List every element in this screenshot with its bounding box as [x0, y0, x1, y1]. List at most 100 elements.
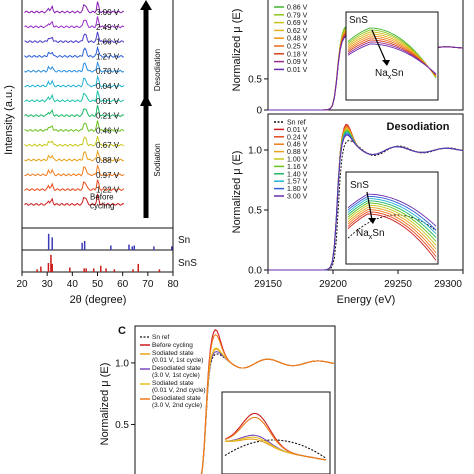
panel-b-top-inset [345, 11, 439, 101]
xrd-trace-0-70-v [24, 60, 125, 73]
x-tick-label: 50 [92, 279, 104, 290]
legend-label-sod2-a: Sodiated state [152, 380, 194, 387]
y-tick-label: 0.5 [248, 206, 262, 217]
inset-top-sns-label: SnS [349, 15, 368, 26]
legend-label-0-79-v: 0.79 V [287, 12, 308, 19]
voltage-label-0-88-v: 0.88 V [96, 156, 120, 165]
legend-label-before: Before cycling [152, 342, 193, 349]
xrd-trace-0-21-v [24, 104, 125, 118]
panel-b-bottom-frame [267, 113, 464, 271]
inset-bottom-curve-0-46-v [347, 209, 437, 254]
panel-c-curves [200, 329, 334, 474]
inset-bottom-curve-3-00-v [347, 193, 437, 227]
y-tick-label: 1.0 [115, 358, 129, 369]
voltage-label-0-01-v: 0.01 V [96, 97, 120, 106]
inset-top-curve-0-01-v [347, 43, 437, 75]
legend-label-1-40-v: 1.40 V [287, 171, 308, 178]
sns-reference-frame [21, 249, 174, 273]
legend-label-0-09-v: 0.09 V [287, 59, 308, 66]
x-tick-label: 20 [16, 279, 28, 290]
inset-top-arrow-head [382, 60, 390, 66]
panel-c-frame [134, 325, 336, 474]
legend-label-0-46-v: 0.46 V [287, 142, 308, 149]
inset-bottom-curve-1-16-v [347, 202, 437, 242]
voltage-label-1-22-v: 1.22 V [96, 186, 120, 195]
voltage-label-1-27-v: 1.27 V [96, 52, 120, 61]
legend-label-desod1-b: (3.0 V, 1st cycle) [152, 372, 200, 379]
legend-label-0-88-v: 0.88 V [287, 149, 308, 156]
legend-label-0-62-v: 0.62 V [287, 28, 308, 35]
panel-a-x-axis-label: 2θ (degree) [70, 294, 127, 306]
panel-c-label: C [118, 325, 126, 337]
panel-b-bottom-curves [268, 123, 464, 271]
panel-c-y-axis-label: Normalized μ (E) [99, 363, 111, 446]
inset-bottom-sns-label: SnS [350, 180, 369, 191]
x-tick-label: 80 [167, 279, 179, 290]
y-tick-label: 0 [256, 106, 262, 117]
xanes-bottom-curve-3-00-v [268, 134, 464, 271]
xrd-trace-3-00-v [24, 1, 124, 14]
xrd-trace-1-27-v [24, 45, 125, 58]
voltage-label-0-67-v: 0.67 V [96, 141, 120, 150]
voltage-label-3-00-v: 3.00 V [96, 8, 120, 17]
panel-b-y-axis-label-bottom: Normalized μ (E) [231, 151, 243, 234]
legend-label-sod1-a: Sodiated state [152, 350, 194, 357]
panel-b-y-axis-label-top: Normalized μ (E) [231, 9, 243, 92]
inset-c-curve-desodiated-state-3-0-v-2nd-cycle [224, 416, 327, 461]
xrd-trace-1-66-v [24, 31, 125, 44]
legend-label-0-18-v: 0.18 V [287, 51, 308, 58]
legend-label-sod1-b: (0.01 V, 1st cycle) [152, 357, 203, 364]
panel-c-inset [221, 391, 331, 474]
xrd-trace-2-49-v [24, 16, 125, 29]
legend-label-desod2-b: (3.0 V, 2nd cycle) [152, 402, 202, 409]
legend-label-1-57-v: 1.57 V [287, 179, 308, 186]
panel-b-x-ticks: 29150 29200 29250 29300 [254, 270, 464, 290]
x-tick-label: 29150 [254, 279, 282, 290]
inset-bottom-naxsn-label: NaxSn [356, 228, 385, 241]
legend-label-0-69-v: 0.69 V [287, 20, 308, 27]
panel-a: 3.00 V 2.49 V 1.66 V 1.27 V 0.70 V 0.04 V 0.01… [3, 0, 197, 306]
xrd-trace-0-46-v [24, 120, 125, 132]
y-tick-label: 0.5 [115, 420, 129, 431]
inset-bottom-curve-0-01-v [347, 213, 437, 261]
voltage-label-0-97-v: 0.97 V [96, 171, 120, 180]
xrd-trace-0-88-v [24, 149, 125, 162]
legend-label-sn-ref: Sn ref [152, 334, 170, 341]
xanes-c-curve-desodiated-state-3-0-v-2nd-cycle [200, 334, 334, 474]
legend-label-0-24-v: 0.24 V [287, 134, 308, 141]
legend-label-0-25-v: 0.25 V [287, 44, 308, 51]
legend-label-1-80-v: 1.80 V [287, 186, 308, 193]
sodiation-label: Sodiation [153, 143, 162, 176]
voltage-label-0-04-v: 0.04 V [96, 82, 120, 91]
inset-bottom-curve-1-40-v [347, 200, 437, 238]
voltage-label-0-21-v: 0.21 V [96, 112, 120, 121]
desodiation-arrow-head [140, 0, 152, 10]
xrd-trace-0-01-v [24, 90, 125, 103]
voltage-label-2-49-v: 2.49 V [96, 23, 120, 32]
sodiation-arrow-head [140, 94, 152, 106]
panel-b-bottom-title: Desodiation [387, 121, 450, 133]
inset-top-naxsn-label: NaxSn [375, 68, 404, 81]
x-tick-label: 40 [67, 279, 79, 290]
x-tick-label: 29300 [434, 279, 462, 290]
inset-bottom-curve-1-57-v [347, 198, 437, 235]
panel-b-top-inset-curves [347, 27, 437, 79]
panel-c: C 0.5 1.0 Normalized μ (E) Sn ref Before … [99, 325, 336, 474]
xrd-trace-0-67-v [24, 135, 125, 147]
x-tick-label: 29250 [384, 279, 412, 290]
legend-label-sod2-b: (0.01 V, 2nd cycle) [152, 387, 206, 394]
inset-bottom-curve-1-00-v [347, 204, 437, 246]
y-tick-label: 0.5 [248, 74, 262, 85]
xrd-trace-0-04-v [24, 74, 125, 88]
voltage-label-0-70-v: 0.70 V [96, 67, 120, 76]
inset-bottom-curve-0-88-v [347, 206, 437, 250]
voltage-label-0-46-v: 0.46 V [96, 126, 120, 135]
panel-b-top: 0.86 V0.79 V0.69 V0.62 V0.48 V0.25 V0.18… [248, 0, 464, 117]
x-tick-label: 30 [42, 279, 54, 290]
panel-c-inset-curves [224, 412, 327, 461]
inset-bottom-arrow-head [368, 218, 376, 224]
xrd-trace-before-cycling [24, 193, 125, 206]
